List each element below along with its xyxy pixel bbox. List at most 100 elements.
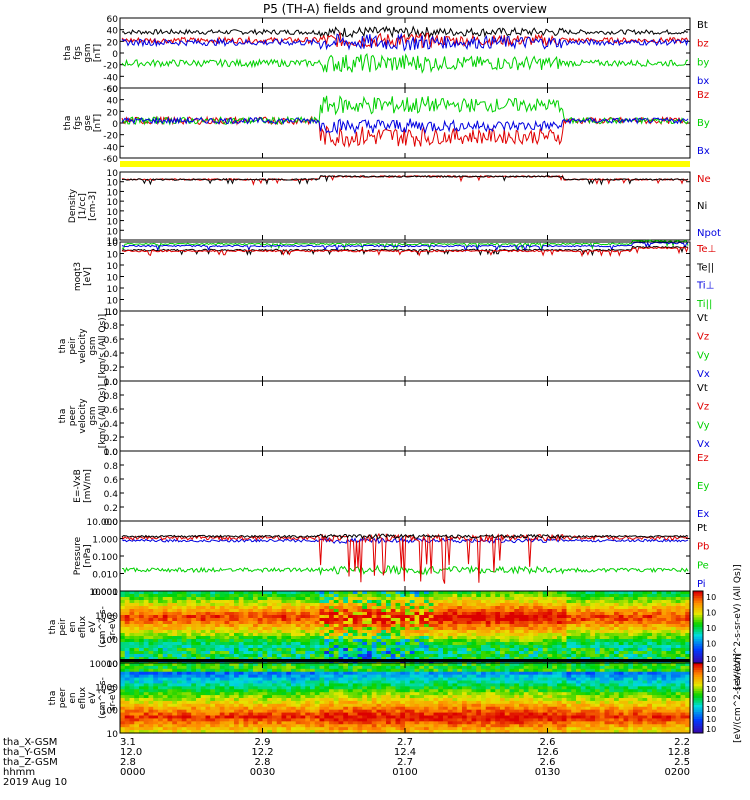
heatmap-cell bbox=[414, 715, 420, 720]
heatmap-cell bbox=[485, 648, 492, 652]
heatmap-cell bbox=[210, 663, 216, 667]
heatmap-cell bbox=[248, 606, 254, 610]
heatmap-cell bbox=[671, 648, 677, 652]
heatmap-cell bbox=[443, 594, 449, 598]
heatmap-cell bbox=[438, 727, 444, 731]
heatmap-cell bbox=[281, 721, 287, 725]
heatmap-cell bbox=[291, 648, 297, 652]
heatmap-cell bbox=[405, 621, 411, 625]
heatmap-cell bbox=[124, 665, 131, 670]
heatmap-cell bbox=[390, 609, 397, 613]
heatmap-cell bbox=[267, 648, 273, 652]
heatmap-cell bbox=[276, 633, 283, 637]
heatmap-cell bbox=[438, 600, 444, 604]
heatmap-cell bbox=[319, 724, 325, 728]
heatmap-cell bbox=[371, 627, 378, 631]
heatmap-cell bbox=[552, 627, 558, 631]
heatmap-cell bbox=[329, 618, 335, 622]
heatmap-cell bbox=[438, 718, 444, 722]
heatmap-cell bbox=[390, 612, 397, 616]
heatmap-cell bbox=[352, 621, 359, 625]
heatmap-cell bbox=[371, 591, 378, 595]
heatmap-cell bbox=[276, 724, 283, 728]
heatmap-cell bbox=[253, 648, 259, 652]
heatmap-cell bbox=[362, 665, 368, 670]
heatmap-cell bbox=[637, 639, 644, 643]
heatmap-cell bbox=[367, 594, 373, 598]
heatmap-cell bbox=[305, 615, 311, 619]
heatmap-cell bbox=[585, 612, 591, 616]
heatmap-cell bbox=[300, 603, 306, 607]
heatmap-cell bbox=[253, 615, 259, 619]
heatmap-cell bbox=[229, 712, 235, 717]
heatmap-cell bbox=[633, 633, 639, 637]
heatmap-cell bbox=[457, 627, 463, 631]
heatmap-cell bbox=[395, 639, 401, 643]
heatmap-cell bbox=[291, 594, 297, 598]
heatmap-cell bbox=[272, 715, 278, 720]
heatmap-cell bbox=[248, 594, 254, 598]
heatmap-cell bbox=[139, 645, 145, 649]
heatmap-cell bbox=[428, 700, 435, 705]
heatmap-cell bbox=[134, 603, 140, 607]
heatmap-cell bbox=[685, 627, 691, 631]
heatmap-cell bbox=[314, 642, 321, 646]
heatmap-cell bbox=[447, 633, 454, 637]
heatmap-cell bbox=[462, 642, 468, 646]
heatmap-cell bbox=[276, 609, 283, 613]
heatmap-cell bbox=[191, 591, 197, 595]
heatmap-cell bbox=[357, 603, 363, 607]
heatmap-cell bbox=[395, 591, 401, 595]
heatmap-cell bbox=[272, 609, 278, 613]
heatmap-cell bbox=[129, 591, 135, 595]
heatmap-cell bbox=[305, 721, 311, 725]
heatmap-cell bbox=[276, 689, 283, 693]
heatmap-cell bbox=[324, 698, 330, 702]
heatmap-cell bbox=[329, 706, 335, 711]
heatmap-cell bbox=[310, 615, 316, 619]
heatmap-cell bbox=[390, 636, 397, 640]
heatmap-cell bbox=[376, 639, 382, 643]
heatmap-cell bbox=[561, 618, 568, 622]
heatmap-cell bbox=[352, 689, 359, 693]
heatmap-cell bbox=[500, 651, 506, 655]
heatmap-cell bbox=[362, 654, 368, 658]
heatmap-cell bbox=[281, 677, 287, 682]
heatmap-cell bbox=[224, 657, 230, 661]
heatmap-cell bbox=[599, 591, 606, 595]
heatmap-cell bbox=[343, 692, 349, 696]
heatmap-cell bbox=[362, 695, 368, 699]
heatmap-cell bbox=[352, 618, 359, 622]
heatmap-cell bbox=[238, 730, 245, 734]
heatmap-cell bbox=[376, 654, 382, 658]
heatmap-cell bbox=[604, 600, 610, 604]
heatmap-cell bbox=[276, 700, 283, 705]
heatmap-cell bbox=[376, 645, 382, 649]
panel-frame bbox=[119, 17, 691, 89]
heatmap-cell bbox=[447, 639, 454, 643]
heatmap-cell bbox=[253, 633, 259, 637]
heatmap-cell bbox=[595, 651, 601, 655]
heatmap-cell bbox=[219, 692, 226, 696]
heatmap-cell bbox=[481, 615, 487, 619]
heatmap-cell bbox=[181, 674, 188, 679]
heatmap-cell bbox=[234, 698, 240, 702]
heatmap-cell bbox=[414, 721, 420, 725]
heatmap-cell bbox=[205, 618, 211, 622]
heatmap-cell bbox=[471, 618, 477, 622]
heatmap-cell bbox=[485, 606, 492, 610]
heatmap-cell bbox=[305, 703, 311, 708]
heatmap-cell bbox=[376, 627, 382, 631]
heatmap-cell bbox=[528, 639, 534, 643]
heatmap-cell bbox=[400, 636, 406, 640]
heatmap-cell bbox=[538, 642, 544, 646]
heatmap-cell bbox=[143, 624, 150, 628]
heatmap-cell bbox=[139, 724, 145, 728]
heatmap-cell bbox=[224, 606, 230, 610]
heatmap-cell bbox=[158, 692, 164, 696]
heatmap-cell bbox=[338, 606, 344, 610]
heatmap-cell bbox=[452, 671, 458, 676]
heatmap-cell bbox=[186, 683, 192, 687]
heatmap-cell bbox=[200, 712, 207, 717]
heatmap-cell bbox=[234, 648, 240, 652]
